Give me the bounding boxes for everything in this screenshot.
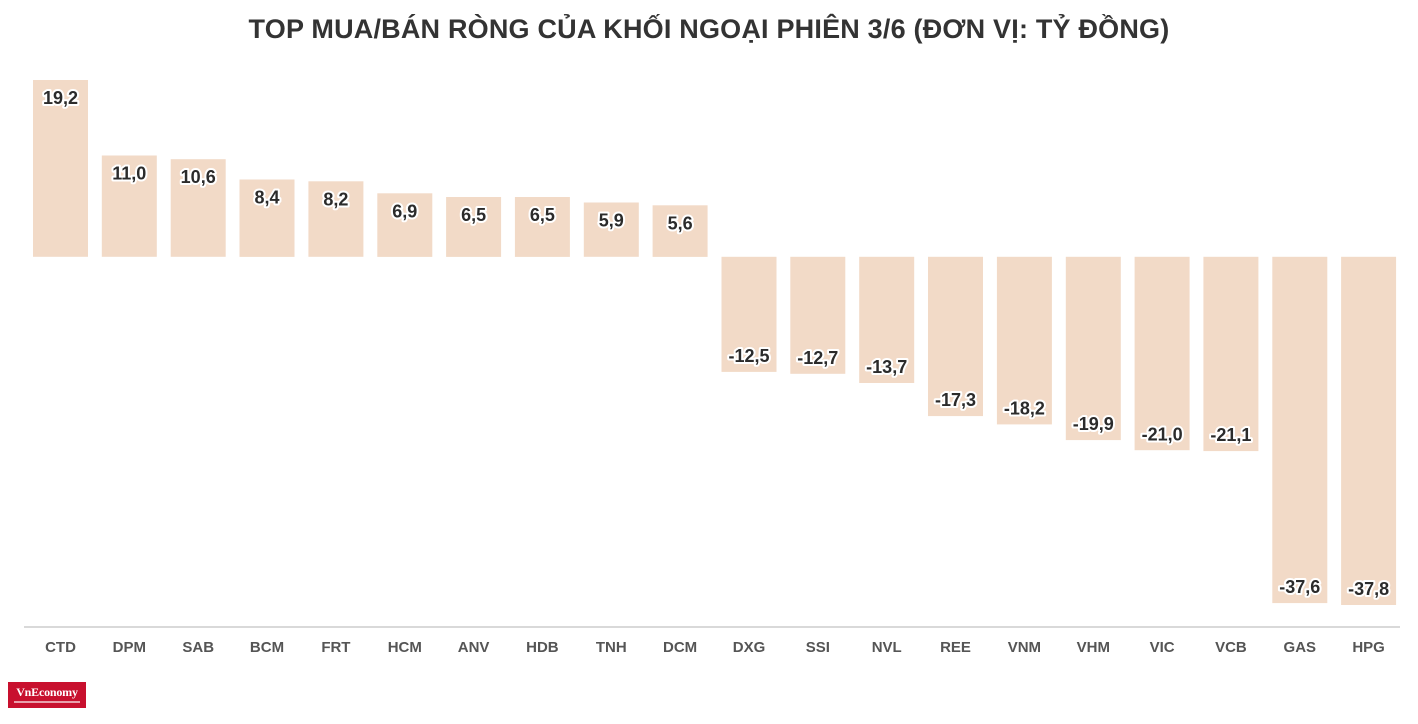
bar-vhm xyxy=(1065,256,1121,441)
tick-labels-layer: CTD DPM SAB BCM FRT HCM ANV HDB TNH DCM DXG SSI NVL R… xyxy=(45,639,1385,656)
bar-vic xyxy=(1134,256,1190,451)
value-label-hpg: -37,8 xyxy=(1348,579,1389,599)
tick-label-bcm: BCM xyxy=(250,639,284,656)
tick-label-hcm: HCM xyxy=(388,639,422,656)
bar-vcb xyxy=(1203,256,1259,452)
value-label-frt: 8,2 xyxy=(323,189,348,209)
value-label-vcb: -21,1 xyxy=(1210,425,1251,445)
value-label-ctd: 19,2 xyxy=(43,88,78,108)
value-label-vic: -21,0 xyxy=(1142,424,1183,444)
bar-anv xyxy=(446,197,502,257)
vneconomy-logo: VnEconomy xyxy=(8,682,86,708)
tick-label-dcm: DCM xyxy=(663,639,697,656)
tick-label-vhm: VHM xyxy=(1077,639,1110,656)
bar-tnh xyxy=(583,202,639,257)
value-label-dxg: -12,5 xyxy=(728,346,769,366)
tick-label-hpg: HPG xyxy=(1352,639,1385,656)
value-label-dpm: 11,0 xyxy=(112,164,146,184)
bar-sab xyxy=(170,159,226,257)
bar-hpg xyxy=(1341,256,1397,605)
value-labels-layer: 19,2 11,0 10,6 8,4 8,2 6,9 6,5 6,5 5,9 5,6 -12,5 -1… xyxy=(41,86,1391,601)
chart-title: TOP MUA/BÁN RÒNG CỦA KHỐI NGOẠI PHIÊN 3/… xyxy=(248,14,1170,44)
logo-text: VnEconomy xyxy=(16,685,78,699)
bar-dpm xyxy=(101,155,157,257)
tick-label-ctd: CTD xyxy=(45,639,76,656)
bar-vnm xyxy=(996,256,1052,425)
tick-label-frt: FRT xyxy=(321,639,350,656)
bar-ctd xyxy=(33,80,88,257)
value-label-dcm: 5,6 xyxy=(668,213,693,233)
tick-label-nvl: NVL xyxy=(872,639,902,656)
bar-gas xyxy=(1272,256,1328,604)
tick-label-sab: SAB xyxy=(182,639,214,656)
bar-bcm xyxy=(239,179,295,257)
value-label-hcm: 6,9 xyxy=(392,201,417,221)
tick-label-gas: GAS xyxy=(1284,639,1317,656)
tick-label-ssi: SSI xyxy=(806,639,830,656)
value-label-hdb: 6,5 xyxy=(530,205,555,225)
logo-underline xyxy=(14,701,80,703)
value-label-sab: 10,6 xyxy=(181,167,216,187)
bar-ree xyxy=(928,256,983,417)
value-label-tnh: 5,9 xyxy=(599,211,624,231)
tick-label-anv: ANV xyxy=(458,639,490,656)
bar-hdb xyxy=(514,197,570,257)
tick-label-dpm: DPM xyxy=(113,639,146,656)
value-label-nvl: -13,7 xyxy=(866,357,907,377)
tick-label-ree: REE xyxy=(940,639,971,656)
bars-layer xyxy=(33,80,1397,605)
bar-dxg xyxy=(721,256,777,372)
value-label-ssi: -12,7 xyxy=(797,348,838,368)
value-label-gas: -37,6 xyxy=(1279,577,1320,597)
tick-label-tnh: TNH xyxy=(596,639,627,656)
value-label-ree: -17,3 xyxy=(935,390,976,410)
bar-frt xyxy=(308,181,364,257)
value-label-vnm: -18,2 xyxy=(1004,399,1045,419)
tick-label-vnm: VNM xyxy=(1008,639,1041,656)
tick-label-dxg: DXG xyxy=(733,639,766,656)
bar-nvl xyxy=(859,256,915,383)
bar-dcm xyxy=(652,205,708,257)
value-label-anv: 6,5 xyxy=(461,205,486,225)
bar-hcm xyxy=(377,193,433,257)
tick-label-vic: VIC xyxy=(1150,639,1175,656)
value-label-vhm: -19,9 xyxy=(1073,414,1114,434)
value-label-bcm: 8,4 xyxy=(254,188,279,208)
bar-ssi xyxy=(790,256,846,374)
tick-label-vcb: VCB xyxy=(1215,639,1247,656)
tick-label-hdb: HDB xyxy=(526,639,559,656)
